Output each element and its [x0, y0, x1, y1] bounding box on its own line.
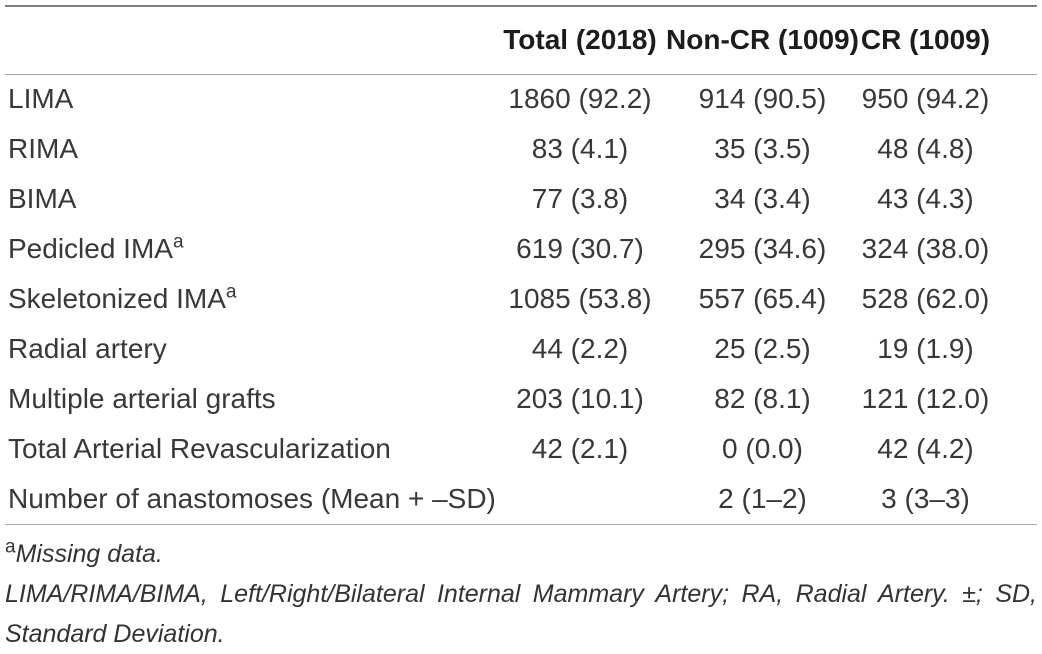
row-label: RIMA: [8, 133, 78, 164]
non-cr-cell: 82 (8.1): [714, 383, 811, 414]
header-non-cr: Non-CR (1009): [665, 6, 860, 75]
table-row: Skeletonized IMAa 1085 (53.8) 557 (65.4)…: [5, 274, 1037, 324]
total-cell: 83 (4.1): [531, 133, 629, 164]
row-label-cell: BIMA: [5, 174, 495, 224]
row-label-sup: a: [225, 281, 237, 303]
table-header: Total (2018) Non-CR (1009) CR (1009): [5, 6, 1037, 75]
table-row: RIMA 83 (4.1) 35 (3.5) 48 (4.8): [5, 124, 1037, 174]
total-cell: 1085 (53.8): [508, 283, 652, 314]
header-cr: CR (1009): [860, 6, 1037, 75]
cr-cell: 324 (38.0): [861, 233, 990, 264]
cr-cell: 950 (94.2): [861, 83, 990, 115]
table-row: BIMA 77 (3.8) 34 (3.4) 43 (4.3): [5, 174, 1037, 224]
non-cr-cell: 25 (2.5): [714, 333, 811, 364]
table-row: Radial artery 44 (2.2) 25 (2.5) 19 (1.9): [5, 324, 1037, 374]
row-label-cell: Total Arterial Revascularization: [5, 424, 495, 474]
cr-cell: 42 (4.2): [877, 433, 974, 464]
header-empty-cell: [5, 6, 495, 75]
row-label: LIMA: [8, 83, 74, 115]
row-label: Multiple arterial grafts: [8, 383, 276, 414]
row-label-cell: Skeletonized IMAa: [5, 274, 495, 324]
row-label-cell: Radial artery: [5, 324, 495, 374]
table-row: Pedicled IMAa 619 (30.7) 295 (34.6) 324 …: [5, 224, 1037, 274]
footnote-text: Missing data.: [15, 539, 163, 568]
non-cr-cell: 35 (3.5): [714, 133, 811, 164]
row-label-cell: Pedicled IMAa: [5, 224, 495, 274]
row-label: Skeletonized IMA: [8, 283, 226, 314]
table-row: Multiple arterial grafts 203 (10.1) 82 (…: [5, 374, 1037, 424]
non-cr-cell: 557 (65.4): [698, 283, 827, 314]
total-cell: 1860 (92.2): [508, 83, 652, 115]
table-row: Number of anastomoses (Mean + –SD) 2 (1–…: [5, 474, 1037, 524]
non-cr-cell: 0 (0.0): [722, 433, 803, 464]
table-row: Total Arterial Revascularization 42 (2.1…: [5, 424, 1037, 474]
row-label: Radial artery: [8, 333, 167, 364]
table-row: LIMA 1860 (92.2) 914 (90.5) 950 (94.2): [5, 74, 1037, 124]
footnote-abbreviations: LIMA/RIMA/BIMA, Left/Right/Bilateral Int…: [5, 579, 1037, 648]
cr-cell: 48 (4.8): [877, 133, 974, 164]
non-cr-cell: 295 (34.6): [698, 233, 827, 264]
arterial-grafts-table: Total (2018) Non-CR (1009) CR (1009) LIM…: [5, 5, 1037, 525]
row-label-cell: Number of anastomoses (Mean + –SD): [5, 474, 496, 524]
cr-cell: 3 (3–3): [881, 482, 970, 514]
cr-cell: 121 (12.0): [861, 383, 990, 414]
cr-cell: 528 (62.0): [861, 283, 990, 314]
header-total: Total (2018): [495, 6, 665, 75]
row-label: Pedicled IMA: [8, 233, 173, 264]
total-cell: 42 (2.1): [531, 433, 629, 464]
total-cell: [495, 474, 665, 524]
row-label-cell: Multiple arterial grafts: [5, 374, 495, 424]
non-cr-cell: 2 (1–2): [718, 482, 807, 514]
total-cell: 77 (3.8): [531, 183, 629, 214]
table-footnotes: aMissing data. LIMA/RIMA/BIMA, Left/Righ…: [5, 525, 1037, 654]
non-cr-cell: 914 (90.5): [698, 83, 827, 115]
footnote-marker: a: [5, 536, 16, 558]
row-label: Number of anastomoses (Mean + –SD): [8, 482, 496, 514]
non-cr-cell: 34 (3.4): [714, 183, 811, 214]
row-label-cell: LIMA: [5, 74, 495, 124]
cr-cell: 43 (4.3): [877, 183, 974, 214]
row-label-cell: RIMA: [5, 124, 495, 174]
total-cell: 203 (10.1): [516, 383, 644, 414]
table-body: LIMA 1860 (92.2) 914 (90.5) 950 (94.2) R…: [5, 74, 1037, 524]
row-label: Total Arterial Revascularization: [8, 433, 391, 464]
header-row: Total (2018) Non-CR (1009) CR (1009): [5, 6, 1037, 75]
total-cell: 619 (30.7): [516, 233, 644, 264]
row-label: BIMA: [8, 183, 77, 214]
total-cell: 44 (2.2): [531, 333, 629, 364]
footnote-missing-data: aMissing data.: [5, 534, 1037, 574]
row-label-sup: a: [172, 231, 184, 253]
cr-cell: 19 (1.9): [877, 333, 974, 364]
